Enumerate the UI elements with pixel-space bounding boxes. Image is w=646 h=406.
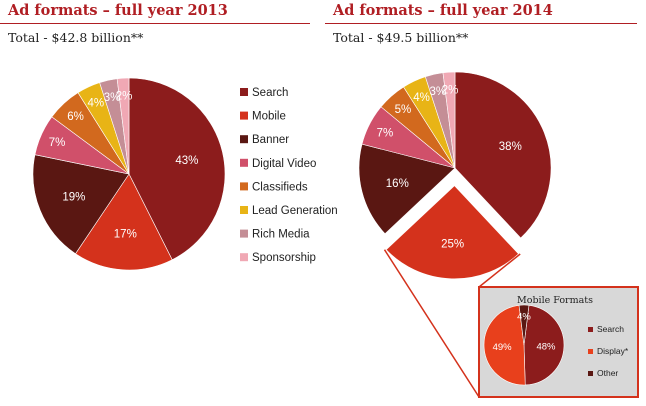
legend-label-mobile: Mobile <box>252 111 286 123</box>
pie-2013-label-banner: 19% <box>62 192 85 204</box>
pie-2013-slice-mobile <box>75 173 173 271</box>
pie-2014-label-rich-media: 3% <box>429 86 446 98</box>
title-rule-2013 <box>0 23 310 24</box>
legend-label-banner: Banner <box>252 134 289 146</box>
connector-line-top <box>478 253 521 288</box>
mobile-pie-label-display: 49% <box>493 342 513 353</box>
pie-2013-label-mobile: 17% <box>114 228 137 240</box>
legend-label-sponsorship: Sponsorship <box>252 252 316 264</box>
legend-swatch-mobile <box>240 111 248 120</box>
pie-2014-slice-sponsorship <box>442 71 456 169</box>
subtitle-2014: Total - $49.5 billion** <box>333 30 469 45</box>
legend-label-digital-video: Digital Video <box>252 158 316 170</box>
legend-swatch-classifieds <box>240 182 248 191</box>
mobile-legend-swatch-search <box>588 327 593 332</box>
mobile-legend-label-search: Search <box>597 324 624 334</box>
pie-2013-slice-sponsorship <box>116 77 130 175</box>
mobile-legend-swatch-display <box>588 349 593 354</box>
connector-line-bottom <box>383 249 480 398</box>
pie-2013-label-sponsorship: 2% <box>116 90 133 102</box>
mobile-pie-slice-other <box>518 304 530 346</box>
pie-2014-slice-search <box>454 71 552 239</box>
title-rule-2014 <box>325 23 637 24</box>
mobile-pie-label-other: 4% <box>517 312 531 323</box>
pie-2014-label-mobile: 25% <box>441 239 464 251</box>
mobile-legend-swatch-other <box>588 371 593 376</box>
pie-2014-label-search: 38% <box>499 141 522 153</box>
pie-2013-slice-search <box>128 77 226 261</box>
title-2013: Ad formats – full year 2013 <box>8 2 228 19</box>
legend-swatch-digital-video <box>240 158 248 167</box>
pie-2014-label-lead-generation: 4% <box>413 92 430 104</box>
pie-2014-label-banner: 16% <box>386 178 409 190</box>
mobile-formats-title: Mobile Formats <box>517 295 593 306</box>
mobile-pie-label-search: 48% <box>536 342 556 353</box>
pie-2013-label-lead-generation: 4% <box>87 98 104 110</box>
legend-label-lead-generation: Lead Generation <box>252 205 338 217</box>
pie-2013-label-search: 43% <box>175 155 198 167</box>
legend-label-search: Search <box>252 87 288 99</box>
pie-2014-label-digital-video: 7% <box>377 127 394 139</box>
mobile-legend-label-display: Display* <box>597 346 629 356</box>
mobile-legend-label-other: Other <box>597 368 618 378</box>
legend-label-rich-media: Rich Media <box>252 229 310 241</box>
pie-2013-label-classifieds: 6% <box>67 111 84 123</box>
subtitle-2013: Total - $42.8 billion** <box>8 30 144 45</box>
legend-swatch-banner <box>240 135 248 144</box>
legend-swatch-rich-media <box>240 229 248 238</box>
legend-label-classifieds: Classifieds <box>252 181 308 193</box>
pie-2014-label-classifieds: 5% <box>395 104 412 116</box>
pie-2013-slice-banner <box>32 154 130 255</box>
pie-2013-label-rich-media: 3% <box>104 92 121 104</box>
pie-2013-label-digital-video: 7% <box>49 137 66 149</box>
legend-swatch-search <box>240 88 248 96</box>
mobile-pie-slice-search <box>523 304 565 386</box>
title-2014: Ad formats – full year 2014 <box>333 2 553 19</box>
pie-2014-slice-banner <box>358 143 456 235</box>
legend-swatch-sponsorship <box>240 253 248 262</box>
legend-swatch-lead-generation <box>240 206 248 214</box>
mobile-pie-slice-display <box>483 304 526 386</box>
pie-2014-label-sponsorship: 2% <box>442 84 459 96</box>
